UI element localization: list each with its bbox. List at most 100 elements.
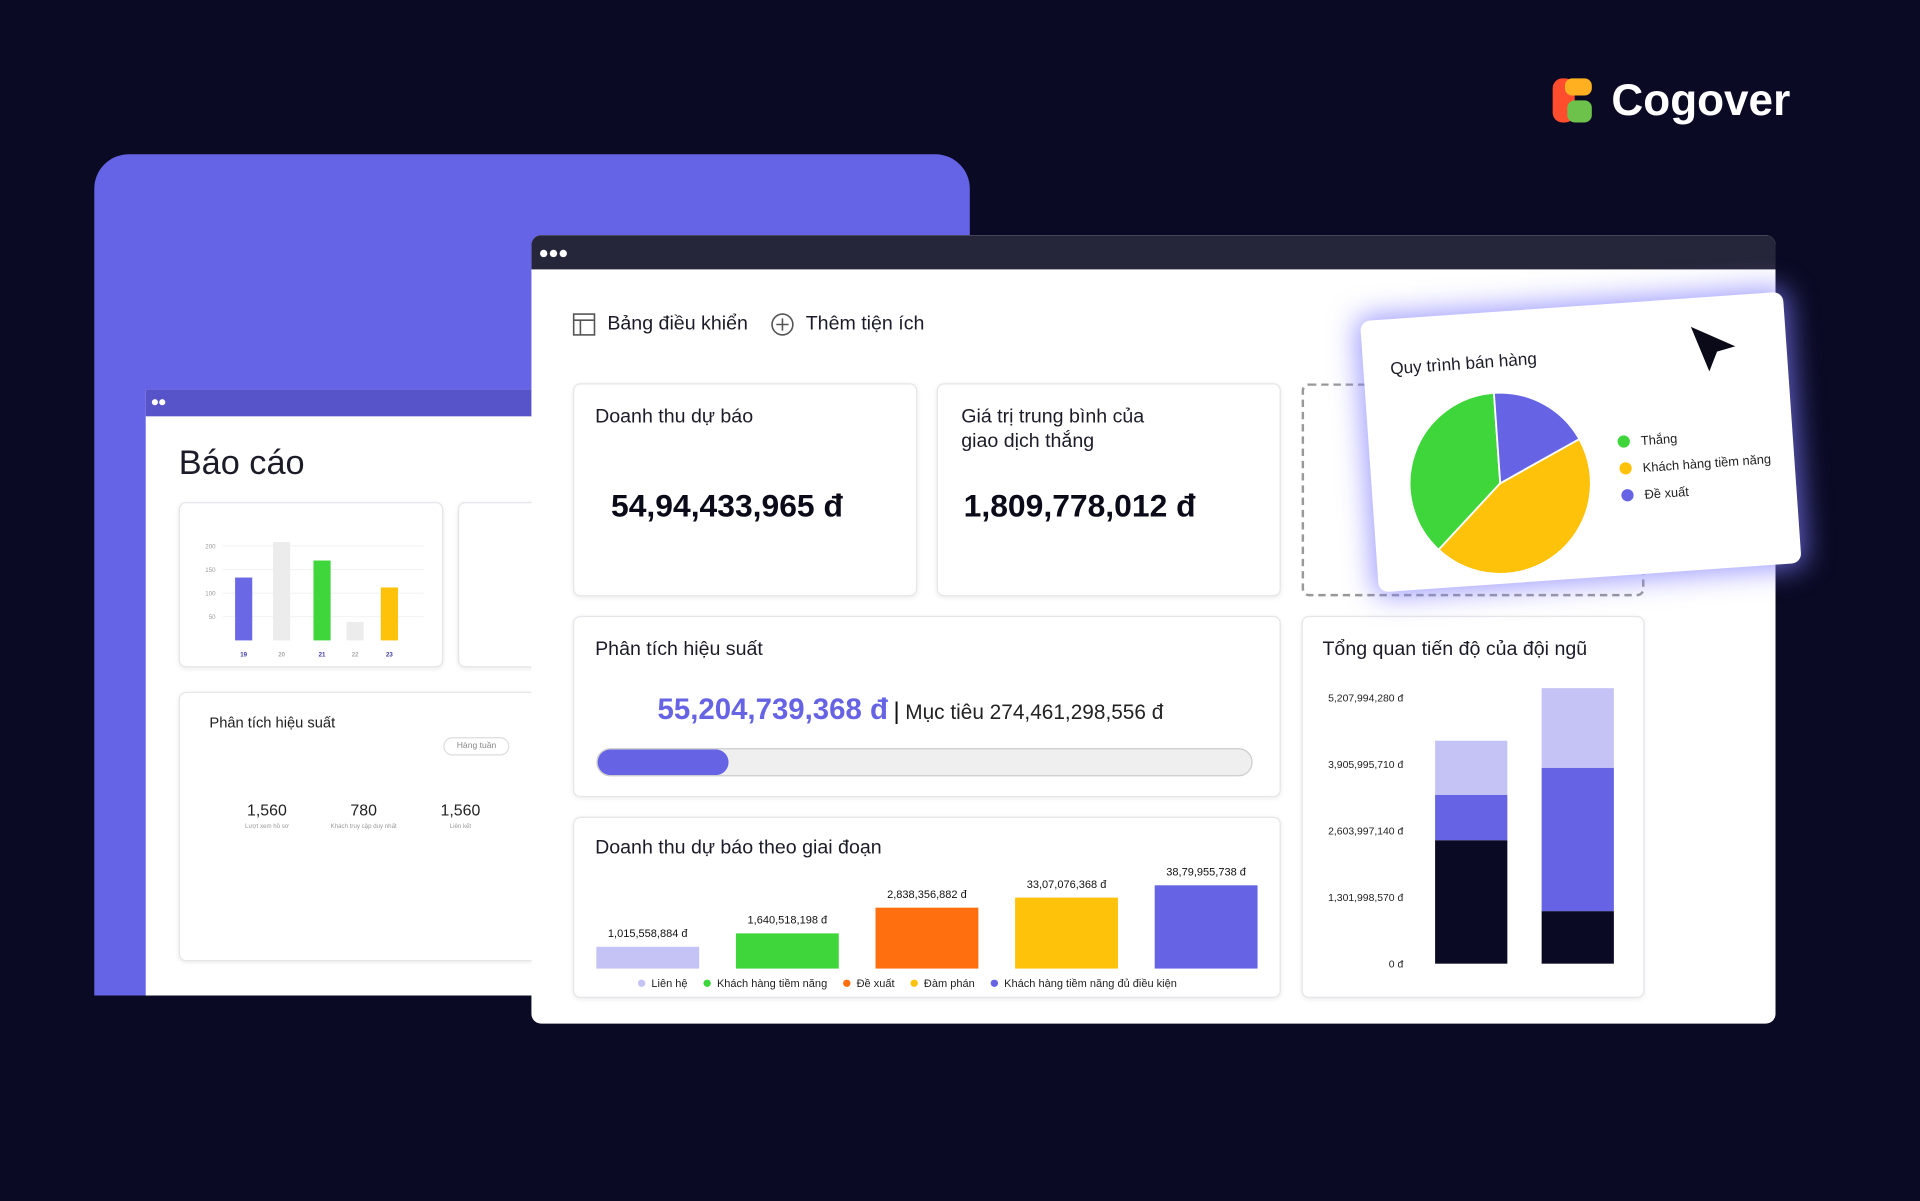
report-title: Báo cáo: [178, 443, 305, 482]
achieved: 55,204,739,368 đ: [657, 693, 888, 727]
stage-chart: 1,015,558,884 đ 1,640,518,198 đ 2,838,356,…: [596, 867, 1258, 990]
bar-segment: [1541, 767, 1614, 912]
stat-value: 780: [350, 800, 377, 820]
legend-label: Khách hàng tiềm năng: [1642, 451, 1771, 475]
kpi-value: 1,809,778,012 đ: [963, 487, 1196, 525]
separator: |: [893, 697, 900, 725]
bar: [313, 560, 331, 641]
brand-name: Cogover: [1611, 74, 1791, 125]
y-tick-label: 100: [205, 591, 216, 598]
pie-chart: Thắng Khách hàng tiềm năng Đề xuất: [1408, 391, 1772, 575]
team-title: Tổng quan tiến độ của đội ngũ: [1322, 639, 1588, 661]
y-tick-label: 200: [205, 543, 216, 550]
bar: [235, 577, 253, 641]
legend-marker: [910, 979, 918, 987]
legend-marker: [843, 979, 851, 987]
bar: [735, 933, 839, 969]
pie-slice: [1408, 391, 1502, 552]
team-chart: 0 đ 1,301,998,570 đ 2,603,997,140 đ 3,905,9…: [1328, 688, 1614, 970]
legend-label: Đề xuất: [857, 978, 895, 990]
y-tick-label: 2,603,997,140 đ: [1328, 826, 1403, 837]
legend-label: Khách hàng tiềm năng đủ điều kiện: [1004, 978, 1177, 990]
legend-marker: [637, 979, 646, 987]
stat-value: 1,560: [247, 800, 287, 820]
legend-label: Thắng: [1640, 431, 1677, 449]
pie-slice: [1437, 437, 1592, 575]
performance-card: Phân tích hiệu suất 55,204,739,368 đ | M…: [573, 615, 1281, 798]
bar: [875, 907, 979, 969]
legend-marker: [1621, 489, 1634, 502]
cursor: [1686, 322, 1743, 378]
x-tick-label: 19: [240, 651, 247, 658]
stage-card: Doanh thu dự báo theo giai đoạn 1,015,55…: [573, 816, 1281, 998]
value-label: 1,015,558,884 đ: [608, 928, 689, 940]
window-bar: [145, 389, 550, 417]
window-bar: [531, 235, 1776, 270]
stat-label: Khách truy cập duy nhất: [330, 822, 397, 831]
bar-segment: [1435, 740, 1508, 795]
y-tick-label: 0 đ: [1389, 959, 1404, 970]
stat-value: 1,560: [440, 800, 481, 820]
stat-label: Lượt xem hồ sơ: [245, 822, 289, 831]
kpi-card: Giá trị trung bình của giao dịch thắng 1…: [936, 383, 1281, 597]
y-tick-label: 150: [205, 567, 216, 574]
kpi-title: giao dịch thắng: [961, 431, 1095, 452]
bar-segment: [1435, 840, 1508, 964]
bar-segment: [1541, 688, 1614, 768]
progress-fill: [597, 749, 730, 776]
value-label: 33,07,076,368 đ: [1027, 879, 1108, 891]
bar: [1015, 897, 1118, 969]
bar: [1154, 885, 1258, 969]
legend-marker: [1617, 435, 1630, 448]
performance-line: 55,204,739,368 đ | Mục tiêu 274,461,298,…: [658, 693, 1164, 727]
bar: [596, 946, 700, 969]
legend-label: Đề xuất: [1644, 484, 1690, 502]
bar: [346, 621, 364, 641]
legend-label: Đàm phán: [924, 978, 975, 990]
legend-label: Liên hệ: [651, 978, 687, 990]
y-tick-label: 3,905,995,710 đ: [1328, 760, 1403, 771]
kpi-card: Doanh thu dự báo 54,94,433,965 đ: [573, 383, 918, 597]
kpi-title: Giá trị trung bình của: [961, 406, 1145, 428]
y-tick-label: 5,207,994,280 đ: [1328, 694, 1403, 705]
x-tick-label: 21: [319, 651, 326, 658]
legend-marker: [703, 979, 711, 987]
logo-icon: [1552, 78, 1592, 123]
legend-marker: [1619, 462, 1632, 475]
value-label: 2,838,356,882 đ: [887, 889, 968, 901]
mini-chart-card: 50 100 150 200 19 20 21 22 23: [178, 502, 444, 668]
y-tick-label: 50: [209, 614, 216, 621]
dashboard-icon[interactable]: [572, 312, 596, 336]
x-tick-label: 23: [386, 651, 393, 658]
kpi-title: Doanh thu dự báo: [595, 406, 754, 428]
pie-slice: [1492, 391, 1581, 485]
stage-title: Doanh thu dự báo theo giai đoạn: [595, 837, 882, 859]
legend-label: Khách hàng tiềm năng: [717, 978, 827, 990]
bar: [380, 587, 398, 641]
team-card: Tổng quan tiến độ của đội ngũ 0 đ 1,301,9…: [1301, 615, 1645, 998]
add-icon[interactable]: [770, 312, 794, 336]
progress-track: [596, 748, 1253, 777]
period-select[interactable]: Hàng tuần: [443, 737, 510, 756]
x-tick-label: 20: [278, 651, 285, 658]
bar-segment: [1435, 794, 1508, 841]
legend-marker: [990, 979, 999, 987]
mini-performance-title: Phân tích hiệu suất: [209, 713, 336, 732]
mini-chart: 50 100 150 200 19 20 21 22 23: [205, 542, 424, 658]
value-label: 1,640,518,198 đ: [748, 915, 829, 927]
target: Mục tiêu 274,461,298,556 đ: [905, 700, 1164, 724]
mini-performance-card: Phân tích hiệu suất Hàng tuần 1,560 Lượt …: [178, 691, 550, 962]
bar-segment: [1541, 911, 1614, 964]
pie-card: Quy trình bán hàng Thắng Khách hàng tiềm …: [1360, 291, 1802, 593]
bar: [273, 542, 291, 641]
value-label: 38,79,955,738 đ: [1166, 867, 1247, 879]
performance-title: Phân tích hiệu suất: [595, 639, 763, 661]
stat-label: Liên kết: [449, 822, 472, 831]
y-tick-label: 1,301,998,570 đ: [1328, 893, 1403, 904]
dashboard-tab[interactable]: Bảng điều khiển: [607, 313, 748, 335]
kpi-value: 54,94,433,965 đ: [611, 487, 843, 525]
x-tick-label: 22: [352, 651, 359, 658]
add-widget[interactable]: Thêm tiện ích: [805, 313, 925, 335]
